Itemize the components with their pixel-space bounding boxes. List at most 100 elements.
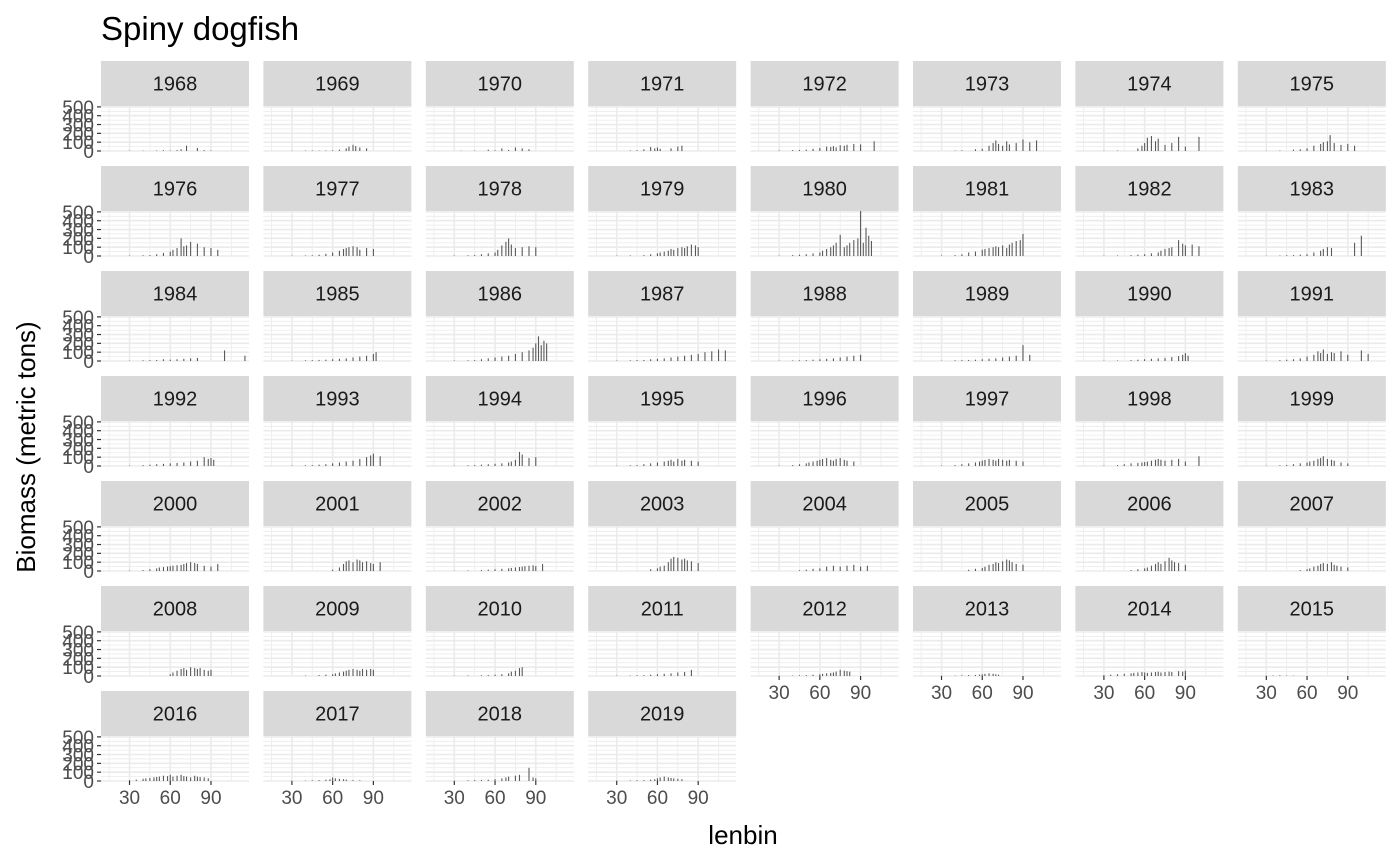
bar [311,780,313,781]
bar [487,779,489,781]
bar [325,150,327,151]
bar [677,146,679,151]
bar [1184,353,1186,361]
facet-strip-label: 1991 [1290,284,1335,306]
bar [521,148,523,151]
bar [650,147,652,151]
bar [805,463,807,466]
bar [822,458,824,466]
bar [988,673,990,676]
bar [1141,145,1143,151]
bar [355,146,357,151]
bar [379,562,381,571]
bar [681,145,683,151]
facet-strip-label: 1999 [1290,389,1335,411]
bar [643,149,645,151]
bar [514,670,516,676]
bar [832,245,834,256]
bar [521,454,523,466]
bar [997,458,1000,466]
bar [494,150,496,151]
bar [1029,142,1031,151]
facet-strip [263,271,412,316]
bar [332,674,334,676]
bar [359,458,361,466]
facet-strip [750,61,899,106]
bar [1154,563,1157,571]
bar [974,149,977,151]
bar [332,252,334,256]
bar [162,150,165,151]
bar [839,669,841,676]
bar [816,460,818,466]
bar [176,565,178,571]
x-tick-label: 30 [1256,683,1277,704]
bar [1157,138,1159,151]
bar [843,670,845,676]
bar [370,455,372,466]
bar [1146,567,1148,571]
facet-strip-label: 2014 [1127,599,1172,621]
x-tick-label: 30 [119,788,140,809]
bar [1198,136,1200,151]
bar [501,148,503,151]
bar [805,254,807,256]
facet-panel-2002: 2002 [425,481,574,572]
bar [650,569,652,571]
facet-strip-label: 2018 [478,704,523,726]
bar [342,248,345,256]
bar [670,777,672,781]
bar [1008,560,1010,571]
bar [1137,148,1139,151]
bar [487,358,489,361]
y-tick-label: 300 [62,116,94,137]
bar [244,355,246,361]
bar [190,241,192,256]
bar [345,670,347,676]
bar [826,146,828,151]
bar [822,250,824,256]
bar [839,566,841,571]
bar [494,357,496,361]
y-tick-label: 400 [62,317,94,338]
bar [332,150,334,151]
bar [532,565,534,571]
y-tick-label: 500 [62,98,94,119]
bar [819,459,821,466]
bar [372,669,374,676]
facet-strip-label: 1971 [640,74,685,96]
bar [686,560,688,571]
bar [1168,248,1170,256]
y-tick-label: 100 [62,658,94,679]
facet-strip [425,376,574,421]
bar [677,557,679,571]
bar [183,246,185,256]
y-tick-label: 300 [62,536,94,557]
bar [670,248,672,256]
bar [1320,143,1322,151]
bar [1157,562,1159,571]
bar [995,562,997,571]
bar [862,242,864,256]
bar [196,668,198,676]
bar [1320,458,1322,466]
y-tick-label: 300 [62,326,94,347]
bar [1137,359,1139,361]
bar [185,563,188,571]
bar [528,246,530,256]
x-tick-label: 90 [525,788,546,809]
bar [172,565,174,571]
facet-strip [588,166,737,211]
bar [180,668,182,676]
bar [1333,460,1335,466]
bar [345,779,347,781]
bar [984,673,986,676]
bar [1299,463,1301,466]
bar [677,458,679,466]
bar [1178,136,1180,151]
facet-panel-2004: 2004 [750,481,899,572]
bar [210,248,212,256]
bar [636,675,638,676]
bar [1116,674,1119,676]
bar [650,254,652,256]
